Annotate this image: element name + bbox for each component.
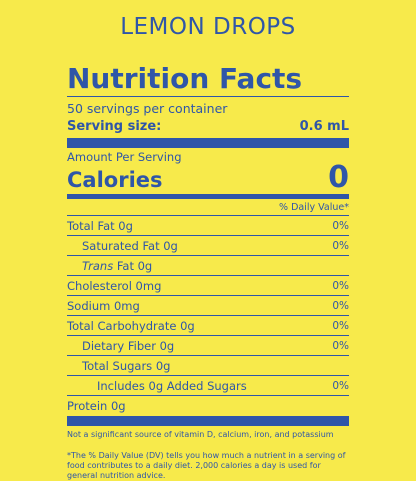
nutrient-row-trans-fat: Trans Fat 0g (67, 256, 349, 276)
amount-per-serving: Amount Per Serving (67, 150, 182, 164)
nutrient-row-added-sugars: Includes 0g Added Sugars 0% (67, 376, 349, 396)
nutrient-row-total-fat: Total Fat 0g 0% (67, 216, 349, 236)
nutrient-dv: 0% (332, 299, 349, 312)
trans-italic: Trans (82, 258, 114, 273)
nutrient-dv: 0% (332, 219, 349, 232)
medium-divider (67, 194, 349, 199)
nutrient-label: Total Sugars 0g (82, 358, 171, 373)
serving-size-label: Serving size: (67, 119, 162, 134)
nutrient-label: Dietary Fiber 0g (82, 338, 175, 353)
nutrient-dv: 0% (332, 279, 349, 292)
nutrient-row-cholesterol: Cholesterol 0mg 0% (67, 276, 349, 296)
nutrition-facts-title: Nutrition Facts (67, 62, 303, 95)
nutrient-row-dietary-fiber: Dietary Fiber 0g 0% (67, 336, 349, 356)
divider (67, 215, 349, 216)
calories-value: 0 (328, 160, 349, 195)
calories-row: Calories 0 (67, 160, 349, 195)
divider (67, 96, 349, 97)
not-significant-note: Not a significant source of vitamin D, c… (67, 430, 334, 439)
nutrient-dv: 0% (332, 379, 349, 392)
trans-fat-text: Fat 0g (113, 258, 153, 273)
nutrient-row-protein: Protein 0g (67, 396, 349, 416)
nutrition-facts-panel: Nutrition Facts 50 servings per containe… (67, 62, 349, 481)
servings-per-container: 50 servings per container (67, 101, 228, 116)
nutrient-row-saturated-fat: Saturated Fat 0g 0% (67, 236, 349, 256)
nutrient-label: Sodium 0mg (67, 298, 140, 313)
nutrient-label: Total Carbohydrate 0g (67, 318, 195, 333)
serving-size-value: 0.6 mL (299, 119, 349, 134)
nutrient-label: Includes 0g Added Sugars (97, 378, 247, 393)
nutrient-label: Trans Fat 0g (67, 259, 152, 273)
nutrient-dv: 0% (332, 319, 349, 332)
thick-divider (67, 416, 349, 426)
nutrient-row-total-carbohydrate: Total Carbohydrate 0g 0% (67, 316, 349, 336)
nutrient-label: Cholesterol 0mg (67, 278, 162, 293)
nutrient-label: Protein 0g (67, 399, 126, 413)
nutrient-row-total-sugars: Total Sugars 0g (67, 356, 349, 376)
serving-size-row: Serving size: 0.6 mL (67, 118, 349, 136)
nutrient-label: Saturated Fat 0g (82, 238, 178, 253)
nutrient-dv: 0% (332, 239, 349, 252)
nutrient-row-sodium: Sodium 0mg 0% (67, 296, 349, 316)
daily-value-header: % Daily Value* (279, 202, 349, 213)
nutrient-dv: 0% (332, 339, 349, 352)
thick-divider (67, 138, 349, 148)
daily-value-footnote: *The % Daily Value (DV) tells you how mu… (67, 451, 346, 480)
product-name: LEMON DROPS (120, 14, 296, 40)
nutrient-label: Total Fat 0g (67, 218, 133, 233)
calories-label: Calories (67, 168, 163, 192)
